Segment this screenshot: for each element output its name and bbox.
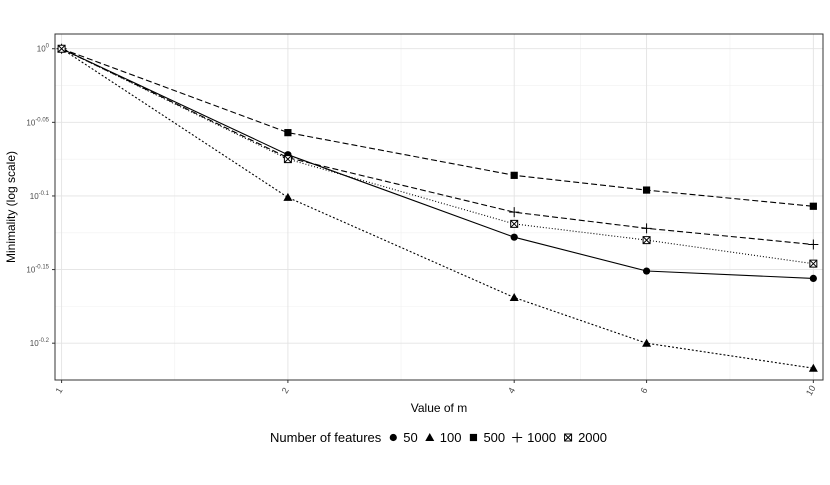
legend-key-500 xyxy=(469,433,478,442)
legend-label-1000: 1000 xyxy=(527,430,556,445)
y-tick-label: 10-0.05 xyxy=(26,117,49,127)
legend: Number of features 50 100 500 1000 2000 xyxy=(270,430,607,445)
legend-label-100: 100 xyxy=(440,430,462,445)
series-point-50 xyxy=(809,274,817,283)
series-point-1000 xyxy=(509,207,520,218)
x-tick-label: 1 xyxy=(53,386,64,395)
series-line-2000 xyxy=(61,48,814,265)
legend-title: Number of features xyxy=(270,430,382,445)
series-point-2000 xyxy=(57,44,66,53)
y-tick-label: 100 xyxy=(37,44,50,54)
series-line-1000 xyxy=(61,48,814,246)
series-point-500 xyxy=(642,186,651,194)
series-point-100 xyxy=(642,338,652,347)
series-point-1000 xyxy=(808,239,819,250)
x-tick-label: 4 xyxy=(506,386,517,395)
series-line-500 xyxy=(61,48,814,207)
series-point-1000 xyxy=(641,223,652,234)
y-tick-label: 10-0.2 xyxy=(30,338,50,348)
series-point-50 xyxy=(510,233,518,241)
plot-panel-border xyxy=(54,33,824,381)
series-point-2000 xyxy=(642,236,651,245)
series-point-2000 xyxy=(510,219,519,228)
series-point-2000 xyxy=(809,259,818,268)
legend-label-2000: 2000 xyxy=(578,430,607,445)
legend-label-500: 500 xyxy=(483,430,505,445)
legend-key-2000 xyxy=(564,433,573,442)
y-tick-label: 10-0.1 xyxy=(30,191,50,201)
y-tick-label: 10-0.15 xyxy=(26,265,49,275)
series-point-50 xyxy=(642,267,651,275)
x-tick-label: 6 xyxy=(638,386,649,395)
legend-key-1000 xyxy=(512,432,523,443)
axes: 100 10-0.05 10-0.1 10-0.15 10-0.2 1 2 4 6 10 xyxy=(26,44,817,398)
legend-key-100 xyxy=(425,433,435,441)
series-point-500 xyxy=(809,202,817,210)
y-axis-title: Minimality (log scale) xyxy=(4,151,18,263)
series-group xyxy=(56,43,819,372)
series-line-50 xyxy=(61,48,814,279)
legend-label-50: 50 xyxy=(403,430,417,445)
series-point-500 xyxy=(510,171,518,179)
series-point-100 xyxy=(509,293,519,302)
legend-key-50 xyxy=(389,433,397,442)
x-axis-title: Value of m xyxy=(411,401,467,415)
series-line-100 xyxy=(61,48,814,369)
series-point-100 xyxy=(283,192,293,201)
series-point-2000 xyxy=(283,155,292,164)
x-tick-label: 10 xyxy=(804,384,818,398)
x-tick-label: 2 xyxy=(280,386,291,395)
series-point-100 xyxy=(808,363,818,372)
grid xyxy=(55,34,823,380)
series-point-500 xyxy=(284,129,292,137)
